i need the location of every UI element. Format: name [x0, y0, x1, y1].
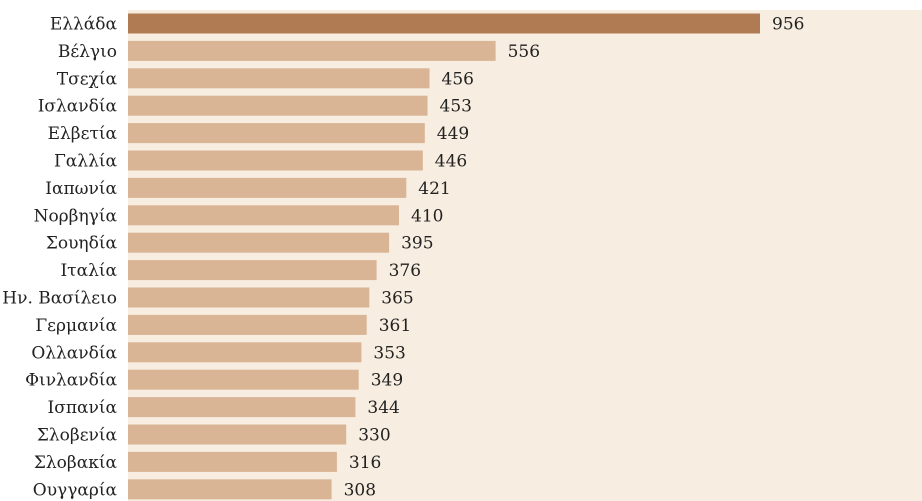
value-label: 308 — [344, 480, 376, 500]
value-label: 361 — [379, 316, 411, 336]
bar — [128, 177, 407, 198]
value-label: 446 — [435, 152, 467, 172]
bar — [128, 314, 367, 335]
category-label: Βέλγιο — [58, 42, 117, 62]
category-label: Ελβετία — [48, 124, 118, 144]
value-label: 456 — [442, 69, 474, 89]
value-label: 410 — [411, 206, 443, 226]
bar — [128, 95, 428, 116]
value-label: 376 — [389, 261, 421, 281]
value-label: 449 — [437, 124, 469, 144]
value-labels: 956 556 456 453 449 446 421 410 395 376 365 361 353 3… — [344, 15, 805, 501]
category-label: Ολλανδία — [31, 343, 117, 363]
category-labels: Ελλάδα Βέλγιο Τσεχία Ισλανδία Ελβετία Γαλλία Ι… — [2, 15, 117, 501]
value-label: 349 — [371, 371, 403, 391]
bar — [128, 68, 430, 89]
bar — [128, 40, 496, 61]
bar — [128, 150, 423, 171]
bar — [128, 369, 359, 390]
category-label: Σλοβακία — [34, 453, 118, 473]
value-label: 316 — [349, 453, 381, 473]
bar — [128, 397, 356, 418]
category-label: Ισπανία — [48, 398, 118, 418]
category-label: Ελλάδα — [50, 15, 118, 35]
bar — [128, 287, 370, 308]
category-label: Γαλλία — [54, 152, 117, 172]
bars-group — [128, 13, 760, 500]
bar — [128, 451, 337, 472]
value-label: 353 — [373, 343, 405, 363]
category-label: Σλοβενία — [37, 426, 118, 446]
bar — [128, 123, 425, 144]
bar — [128, 13, 760, 34]
category-label: Ισλανδία — [38, 97, 118, 117]
plot-background — [128, 10, 922, 501]
value-label: 330 — [358, 426, 390, 446]
bar — [128, 232, 390, 253]
category-label: Φινλανδία — [25, 371, 117, 391]
value-label: 365 — [381, 289, 413, 309]
category-label: Νορβηγία — [34, 206, 118, 226]
value-label: 395 — [401, 234, 433, 254]
bar — [128, 342, 362, 363]
bar — [128, 479, 332, 500]
category-label: Σουηδία — [46, 234, 118, 254]
category-label: Ιαπωνία — [45, 179, 117, 199]
value-label: 453 — [440, 97, 472, 117]
category-label: Τσεχία — [57, 69, 118, 89]
bar — [128, 424, 347, 445]
value-label: 344 — [367, 398, 399, 418]
category-label: Ιταλία — [60, 261, 117, 281]
bar — [128, 260, 377, 281]
category-label: Γερμανία — [35, 316, 117, 336]
bar — [128, 205, 399, 226]
category-label: Ην. Βασίλειο — [2, 289, 117, 309]
value-label: 421 — [418, 179, 450, 199]
value-label: 956 — [772, 15, 804, 35]
value-label: 556 — [508, 42, 540, 62]
category-label: Ουγγαρία — [33, 480, 118, 500]
